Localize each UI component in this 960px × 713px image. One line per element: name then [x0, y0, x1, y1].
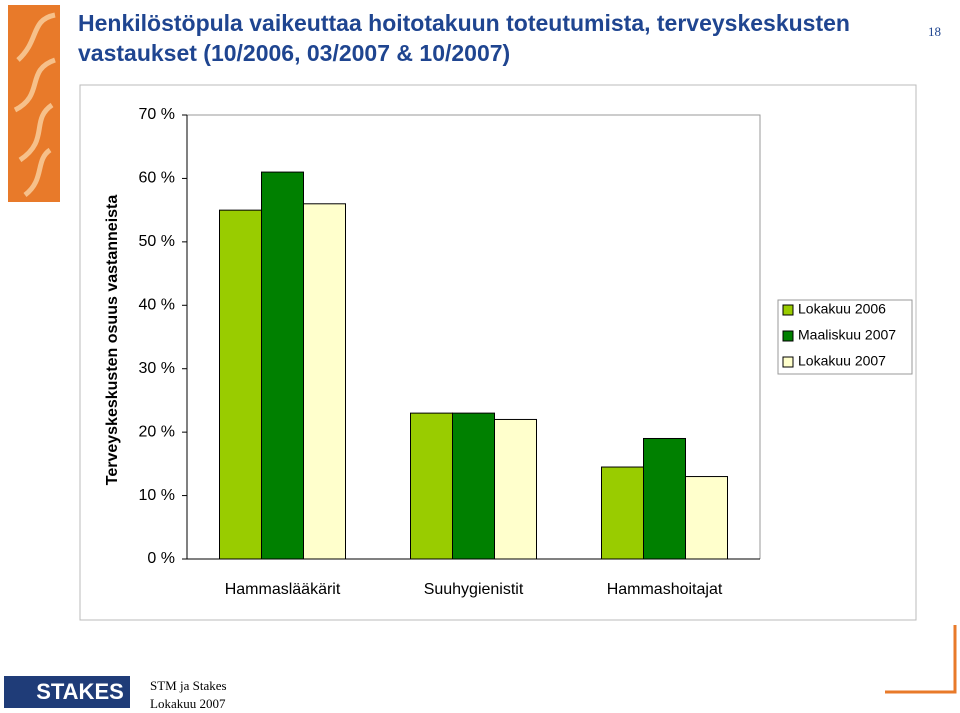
footer-line: STM ja Stakes	[150, 678, 227, 693]
x-tick-label: Hammashoitajat	[607, 581, 723, 598]
bar	[643, 437, 686, 560]
y-tick-label: 10 %	[139, 487, 175, 504]
legend-label: Maaliskuu 2007	[798, 327, 896, 343]
y-tick-label: 70 %	[139, 106, 175, 123]
legend-swatch	[782, 304, 794, 316]
y-tick-label: 50 %	[139, 233, 175, 250]
bar	[685, 476, 728, 560]
logo: STAKES	[36, 679, 124, 704]
decoration	[885, 625, 957, 694]
y-tick-label: 40 %	[139, 297, 175, 314]
y-tick-label: 20 %	[139, 423, 175, 440]
footer-line: Lokakuu 2007	[150, 696, 226, 711]
y-tick-label: 30 %	[139, 360, 175, 377]
bar	[452, 412, 495, 560]
bar	[601, 466, 644, 560]
chart-frame	[79, 84, 917, 621]
x-tick-label: Hammaslääkärit	[225, 581, 341, 598]
bar	[303, 203, 346, 560]
bar	[494, 418, 537, 560]
x-tick-label: Suuhygienistit	[424, 581, 524, 598]
legend-swatch	[782, 356, 794, 368]
legend	[777, 299, 913, 375]
legend-swatch	[782, 330, 794, 342]
bar	[219, 209, 262, 560]
slide-title: Henkilöstöpula vaikeuttaa hoitotakuun to…	[78, 10, 850, 66]
bar	[410, 412, 453, 560]
footer: STM ja Stakes Lokakuu 2007	[150, 677, 227, 713]
y-tick-label: 60 %	[139, 170, 175, 187]
decoration	[13, 12, 56, 197]
legend-label: Lokakuu 2007	[798, 353, 886, 369]
y-tick-label: 0 %	[147, 550, 175, 567]
page-number: 18	[928, 24, 941, 39]
logo-box	[4, 676, 130, 708]
bar	[261, 171, 304, 560]
legend-label: Lokakuu 2006	[798, 301, 886, 317]
plot-frame	[187, 114, 761, 559]
y-axis-title: Terveyskeskusten osuus vastanneista	[104, 195, 121, 486]
